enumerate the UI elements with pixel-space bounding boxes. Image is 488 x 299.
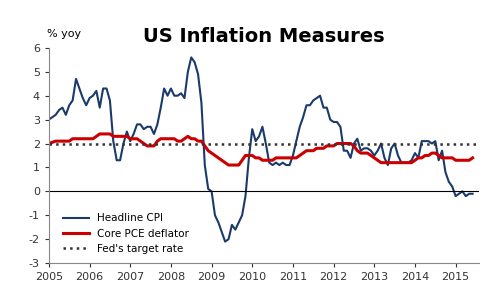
- Core PCE deflator: [73, 137, 79, 141]
- Headline CPI: [222, 240, 227, 243]
- Text: % yoy: % yoy: [47, 29, 81, 39]
- Headline CPI: [252, 139, 258, 143]
- Headline CPI: [313, 96, 319, 100]
- Headline CPI: [46, 118, 52, 121]
- Legend: Headline CPI, Core PCE deflator, Fed's target rate: Headline CPI, Core PCE deflator, Fed's t…: [58, 209, 193, 258]
- Title: US Inflation Measures: US Inflation Measures: [143, 27, 384, 46]
- Headline CPI: [188, 56, 194, 59]
- Headline CPI: [73, 77, 79, 81]
- Core PCE deflator: [46, 142, 52, 145]
- Core PCE deflator: [97, 132, 102, 136]
- Core PCE deflator: [333, 142, 339, 145]
- Headline CPI: [154, 123, 160, 126]
- Core PCE deflator: [303, 149, 309, 152]
- Core PCE deflator: [158, 137, 163, 141]
- Core PCE deflator: [225, 163, 231, 167]
- Core PCE deflator: [468, 156, 474, 160]
- Headline CPI: [333, 120, 339, 124]
- Core PCE deflator: [252, 156, 258, 160]
- Line: Headline CPI: Headline CPI: [49, 57, 471, 242]
- Line: Core PCE deflator: Core PCE deflator: [49, 134, 471, 165]
- Core PCE deflator: [313, 147, 319, 150]
- Headline CPI: [303, 103, 309, 107]
- Headline CPI: [468, 192, 474, 196]
